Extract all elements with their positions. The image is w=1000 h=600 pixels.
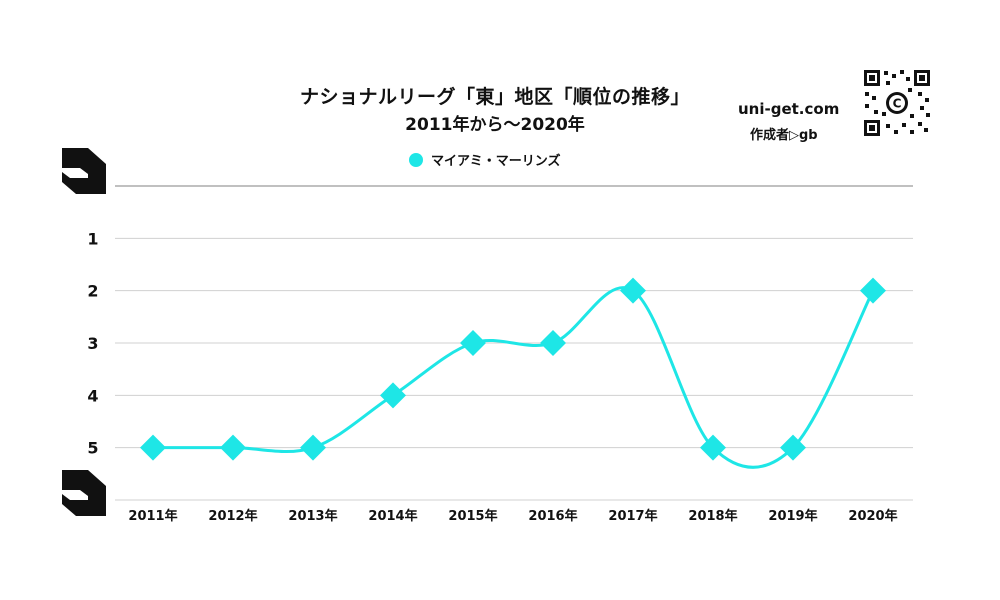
data-point[interactable] — [860, 277, 886, 304]
axis-decoration — [62, 148, 106, 516]
x-tick-label: 2019年 — [768, 508, 817, 524]
data-point[interactable] — [380, 382, 406, 409]
x-tick-label: 2013年 — [288, 508, 337, 524]
data-point[interactable] — [300, 434, 326, 461]
legend-marker — [409, 152, 423, 167]
x-tick-label: 2012年 — [208, 508, 257, 524]
chart-subtitle: 2011年から～2020年 — [405, 115, 585, 135]
y-tick-label: 4 — [87, 386, 98, 405]
x-tick-label: 2018年 — [688, 508, 737, 524]
x-tick-label: 2017年 — [608, 508, 657, 524]
site-name[interactable]: uni-get.com — [738, 100, 840, 118]
y-tick-label: 3 — [87, 334, 98, 353]
data-point[interactable] — [220, 434, 246, 461]
data-point[interactable] — [700, 434, 726, 461]
x-tick-label: 2015年 — [448, 508, 497, 524]
x-tick-label: 2016年 — [528, 508, 577, 524]
data-point[interactable] — [780, 434, 806, 461]
legend: マイアミ・マーリンズ — [409, 150, 560, 169]
data-point[interactable] — [140, 434, 166, 461]
chart-title: ナショナルリーグ「東」地区「順位の推移」 — [299, 86, 690, 108]
data-point[interactable] — [620, 277, 646, 304]
svg-text:C: C — [893, 97, 902, 111]
x-tick-label: 2011年 — [128, 508, 177, 524]
legend-label: マイアミ・マーリンズ — [431, 154, 561, 169]
y-tick-label: 1 — [87, 229, 98, 248]
series-line — [153, 286, 875, 469]
x-tick-label: 2020年 — [848, 508, 897, 524]
data-point[interactable] — [540, 330, 566, 356]
qr-code-icon: C — [862, 68, 932, 138]
y-tick-label: 2 — [87, 282, 98, 301]
author-credit: 作成者▷gb — [750, 128, 818, 143]
data-point[interactable] — [460, 330, 486, 356]
x-tick-label: 2014年 — [368, 508, 417, 524]
y-tick-label: 5 — [87, 439, 98, 458]
